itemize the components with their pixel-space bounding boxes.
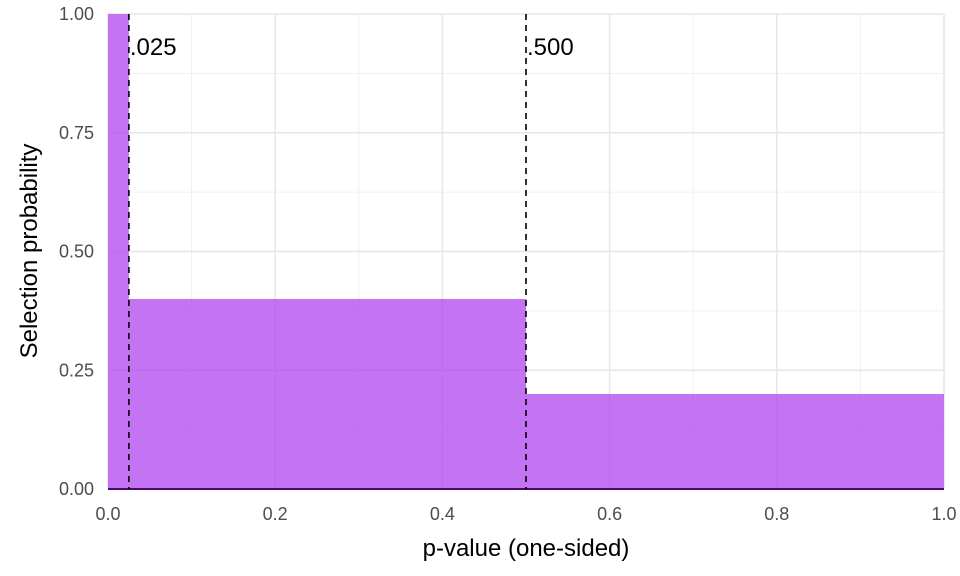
cutoff-label: .025 <box>130 34 177 61</box>
x-tick-label: 0.2 <box>263 504 288 524</box>
x-axis-ticks: 0.0 0.2 0.4 0.6 0.8 1.0 <box>95 504 956 524</box>
y-tick-label: 0.50 <box>59 242 94 262</box>
step-area-series <box>108 14 944 490</box>
y-tick-label: 0.25 <box>59 360 94 380</box>
y-tick-label: 1.00 <box>59 4 94 24</box>
y-axis-ticks: 0.00 0.25 0.50 0.75 1.00 <box>59 4 94 499</box>
cutoff-lines: .025 .500 <box>128 14 574 489</box>
x-tick-label: 0.0 <box>95 504 120 524</box>
cutoff-label: .500 <box>527 34 574 61</box>
y-axis-title: Selection probability <box>16 144 43 359</box>
x-axis-title: p-value (one-sided) <box>423 535 630 562</box>
x-tick-label: 0.8 <box>764 504 789 524</box>
selection-probability-area <box>108 14 944 489</box>
y-tick-label: 0.75 <box>59 123 94 143</box>
x-tick-label: 0.4 <box>430 504 455 524</box>
y-tick-label: 0.00 <box>59 479 94 499</box>
x-tick-label: 1.0 <box>931 504 956 524</box>
x-tick-label: 0.6 <box>597 504 622 524</box>
